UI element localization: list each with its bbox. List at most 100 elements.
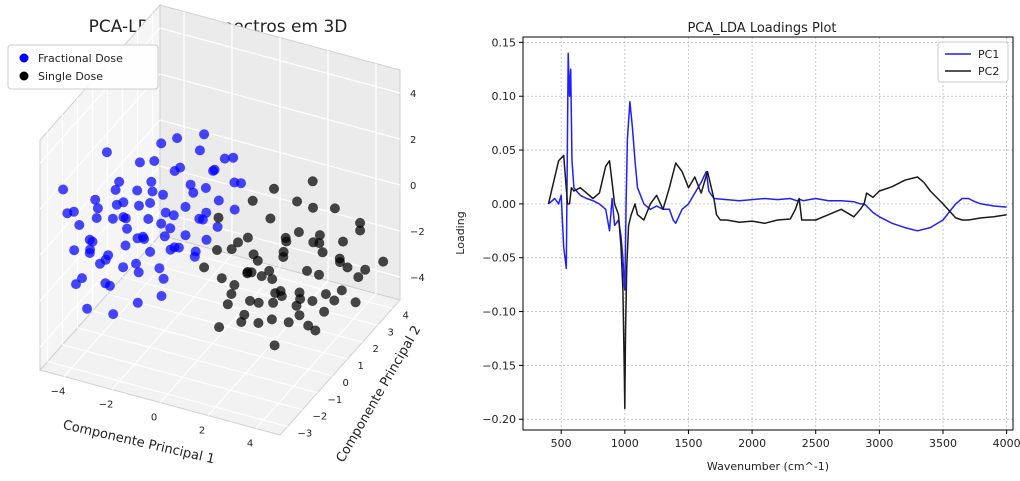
scatter-point-fractional-dose [156,138,167,149]
scatter-point-single-dose [320,289,331,300]
scatter-point-single-dose [253,318,264,328]
scatter-point-single-dose [334,253,345,264]
scatter-point-fractional-dose [194,145,205,156]
y-tick-label: −2 [313,412,328,423]
scatter-point-single-dose [307,176,318,187]
grid-line-y-floor [47,360,288,428]
scatter-point-fractional-dose [147,186,158,197]
scatter-point-single-dose [226,244,237,255]
x-tick-label: 0 [151,413,157,424]
grid-lines [523,37,1013,430]
scatter-point-fractional-dose [154,263,165,274]
y-tick-label: −0.15 [482,359,516,372]
grid-line-z-back [159,73,401,140]
grid-line-x-floor [111,254,233,390]
y-tick-label: 0.00 [492,198,517,211]
scatter-points-layer [58,129,389,351]
grid-line-x-floor [255,293,377,429]
scatter-point-fractional-dose [95,258,105,269]
z-tick-label: 0 [410,181,416,192]
scatter-point-single-dose [269,183,279,194]
plot-area-frame [522,36,1014,431]
scatter-point-single-dose [329,295,340,306]
scatter-point-fractional-dose [185,179,196,190]
scatter-point-single-dose [355,225,366,236]
scatter-point-single-dose [222,299,233,310]
z-tick-label: −2 [410,227,425,238]
scatter-point-fractional-dose [169,166,180,176]
scatter-point-fractional-dose [131,258,141,269]
scatter-point-single-dose [214,322,225,333]
scatter-point-fractional-dose [107,213,118,224]
z-tick-label: 4 [410,89,416,100]
scatter-point-fractional-dose [84,234,95,245]
scatter-point-fractional-dose [145,246,156,257]
scatter-point-fractional-dose [160,207,171,218]
y-tick-label: −0.10 [482,306,516,319]
chart-title: PCA_LDA Loadings Plot [687,21,836,36]
scatter-point-fractional-dose [199,129,210,140]
scatter-point-fractional-dose [173,242,184,253]
scatter-point-single-dose [329,203,340,214]
scatter-point-fractional-dose [133,267,144,278]
scatter-point-fractional-dose [77,273,87,284]
grid-line-y-floor [77,327,318,394]
grid-line-y-floor [122,276,363,343]
scatter-point-single-dose [248,249,259,260]
scatter-point-single-dose [319,306,330,317]
x-tick-label: 2000 [738,437,766,450]
x-tick-label: 2500 [802,437,830,450]
scatter-point-single-dose [253,297,264,308]
y-tick-label: −0.05 [482,252,516,265]
scatter-point-single-dose [275,286,286,296]
scatter-point-fractional-dose [197,214,208,225]
legend-frame [7,44,159,90]
y-tick-label: 3 [388,327,394,338]
scatter-point-single-dose [293,227,304,238]
y-tick-label: 0 [343,378,349,389]
scatter-point-fractional-dose [212,221,223,232]
scatter-point-fractional-dose [132,297,143,308]
scatter-point-fractional-dose [188,187,199,198]
scatter-point-fractional-dose [172,133,183,144]
scatter-point-single-dose [268,297,279,308]
scatter-point-single-dose [239,309,250,320]
x-tick-label: −2 [99,400,114,411]
scatter-point-single-dose [266,314,277,325]
scatter-point-fractional-dose [132,185,143,196]
scatter-point-single-dose [310,325,321,336]
scatter-point-single-dose [212,245,222,255]
legend-label-single-dose: Single Dose [38,70,103,83]
y-tick-label: −3 [298,429,313,440]
grid-line-y-floor [92,310,333,377]
scatter-point-fractional-dose [168,210,179,221]
scatter-point-single-dose [342,262,353,273]
scatter-point-single-dose [264,265,275,276]
scatter-point-fractional-dose [91,213,102,223]
series-line-pc1 [548,52,1007,291]
y-tick-label: 0.15 [492,36,517,49]
grid-line-y-floor [137,259,378,326]
legend: Fractional Dose Single Dose [7,44,159,90]
z-tick-label: −4 [410,273,425,284]
y-tick-label: 0.10 [492,90,517,103]
scatter-point-fractional-dose [228,152,239,163]
scatter-point-fractional-dose [146,176,157,187]
scatter-point-fractional-dose [158,189,168,200]
scatter-point-single-dose [292,196,303,207]
scatter-point-fractional-dose [84,248,95,258]
scatter-point-single-dose [199,262,210,273]
scatter-point-single-dose [294,310,305,321]
scatter-point-fractional-dose [156,218,167,229]
scatter-point-fractional-dose [158,273,169,284]
scatter-point-fractional-dose [101,147,112,158]
scatter-point-single-dose [378,256,389,267]
scatter-point-fractional-dose [219,153,230,164]
y-tick-label: −1 [328,395,343,406]
scatter-point-fractional-dose [134,157,145,168]
scatter-point-fractional-dose [213,195,224,206]
y-axis-label: Loading [454,211,467,254]
scatter-point-single-dose [247,195,258,206]
x-tick-label: 2 [199,426,205,437]
